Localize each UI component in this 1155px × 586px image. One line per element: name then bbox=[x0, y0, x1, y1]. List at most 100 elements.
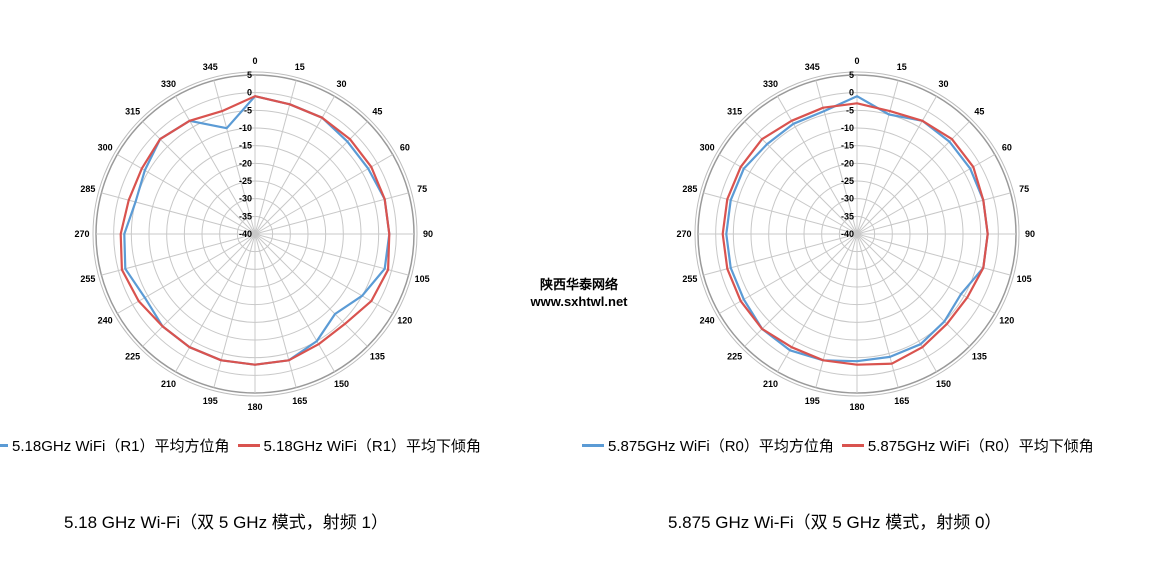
data-point bbox=[387, 268, 389, 271]
caption-left: 5.18 GHz Wi-Fi（双 5 GHz 模式，射频 1） bbox=[64, 513, 388, 532]
series-points bbox=[721, 102, 989, 366]
grid-spoke bbox=[856, 154, 995, 235]
grid-spoke bbox=[856, 192, 1011, 235]
angle-label: 0 bbox=[252, 56, 257, 66]
data-point bbox=[966, 296, 968, 299]
data-point bbox=[891, 362, 893, 365]
grid-spoke bbox=[856, 233, 899, 388]
grid-spoke bbox=[117, 154, 256, 235]
angle-label: 15 bbox=[897, 62, 907, 72]
data-point bbox=[383, 198, 386, 200]
angle-label: 240 bbox=[700, 316, 715, 326]
angle-label: 300 bbox=[700, 143, 715, 153]
data-point bbox=[388, 233, 391, 235]
data-point bbox=[888, 113, 890, 116]
data-point bbox=[225, 127, 228, 129]
grid-spoke bbox=[856, 233, 1011, 276]
legend-left: 5.18GHz WiFi（R1）平均方位角 5.18GHz WiFi（R1）平均… bbox=[0, 434, 489, 456]
data-point bbox=[889, 356, 891, 358]
data-point bbox=[220, 359, 222, 362]
data-point bbox=[334, 313, 336, 315]
grid-spoke bbox=[213, 80, 256, 235]
data-point bbox=[119, 233, 122, 235]
angle-label: 225 bbox=[125, 351, 140, 361]
grid-spoke bbox=[254, 233, 297, 388]
angle-label: 45 bbox=[372, 107, 382, 117]
angle-label: 120 bbox=[999, 316, 1014, 326]
radial-tick-label: 5 bbox=[247, 70, 252, 80]
angle-label: 240 bbox=[98, 316, 113, 326]
data-point bbox=[137, 300, 140, 302]
data-point bbox=[739, 166, 742, 168]
data-point bbox=[123, 233, 126, 235]
angle-label: 300 bbox=[98, 143, 113, 153]
data-point bbox=[124, 268, 127, 270]
grid-spoke bbox=[175, 233, 256, 372]
grid-spoke bbox=[101, 233, 256, 276]
grid-spoke bbox=[254, 233, 335, 372]
angle-label: 90 bbox=[1025, 229, 1035, 239]
grid-spoke bbox=[815, 233, 858, 388]
radial-tick-label: 0 bbox=[849, 88, 854, 98]
grid-spoke bbox=[703, 233, 858, 276]
polar-chart-right: 0 15 30 45 60 75 90 105 120 135 150 165 180 195 210 225… bbox=[676, 56, 1035, 412]
legend-swatch-blue bbox=[0, 443, 8, 447]
radial-tick-label: 5 bbox=[849, 70, 854, 80]
grid-spoke bbox=[254, 233, 393, 314]
data-point bbox=[822, 359, 824, 362]
grid-spoke bbox=[744, 121, 858, 235]
data-point bbox=[889, 110, 891, 112]
radial-tick-label: -35 bbox=[239, 211, 252, 221]
angle-label: 30 bbox=[336, 79, 346, 89]
grid-spoke bbox=[703, 192, 858, 235]
data-point bbox=[972, 166, 975, 168]
grid-spoke bbox=[777, 96, 858, 235]
grid-spoke bbox=[254, 233, 409, 276]
outer-ring bbox=[92, 71, 418, 397]
grid-spoke bbox=[254, 121, 368, 235]
angle-label: 90 bbox=[423, 229, 433, 239]
angle-label: 225 bbox=[727, 351, 742, 361]
angle-label: 45 bbox=[974, 107, 984, 117]
legend-label: 5.875GHz WiFi（R0）平均下倾角 bbox=[867, 437, 1094, 455]
legend-item: 5.18GHz WiFi（R1）平均方位角 bbox=[0, 435, 230, 456]
outer-ring bbox=[694, 71, 1020, 397]
radial-tick-label: -5 bbox=[846, 105, 854, 115]
angle-label: 180 bbox=[849, 402, 864, 412]
data-point bbox=[822, 106, 824, 109]
grid-spoke bbox=[142, 233, 256, 347]
angle-label: 330 bbox=[763, 79, 778, 89]
data-point bbox=[141, 167, 143, 170]
angle-label: 75 bbox=[417, 184, 427, 194]
radial-tick-label: -30 bbox=[841, 194, 854, 204]
data-point bbox=[986, 233, 989, 235]
legend-right: 5.875GHz WiFi（R0）平均方位角 5.875GHz WiFi（R0）… bbox=[582, 434, 1102, 456]
data-point bbox=[766, 143, 768, 145]
data-point bbox=[288, 359, 290, 362]
data-point bbox=[761, 328, 763, 330]
angle-label: 285 bbox=[682, 184, 697, 194]
data-point bbox=[349, 138, 351, 140]
radial-tick-label: -40 bbox=[239, 229, 252, 239]
data-point bbox=[729, 267, 732, 269]
data-point bbox=[743, 298, 745, 301]
grid-spoke bbox=[719, 233, 858, 314]
data-point bbox=[726, 198, 729, 200]
legend-label: 5.18GHz WiFi（R1）平均下倾角 bbox=[263, 437, 482, 455]
radial-tick-label: -40 bbox=[841, 229, 854, 239]
data-point bbox=[370, 166, 373, 168]
angle-label: 150 bbox=[936, 379, 951, 389]
angle-label: 165 bbox=[894, 396, 909, 406]
data-point bbox=[134, 201, 137, 203]
radial-tick-label: -15 bbox=[239, 141, 252, 151]
grid-spoke bbox=[254, 233, 368, 347]
grid-spoke bbox=[856, 233, 995, 314]
data-point bbox=[856, 363, 858, 366]
data-point bbox=[127, 199, 130, 201]
data-point bbox=[344, 323, 346, 325]
data-point bbox=[289, 103, 291, 106]
data-point bbox=[743, 167, 745, 170]
grid-spoke bbox=[856, 96, 937, 235]
radial-tick-label: -25 bbox=[239, 176, 252, 186]
radial-tick-label: -20 bbox=[239, 158, 252, 168]
